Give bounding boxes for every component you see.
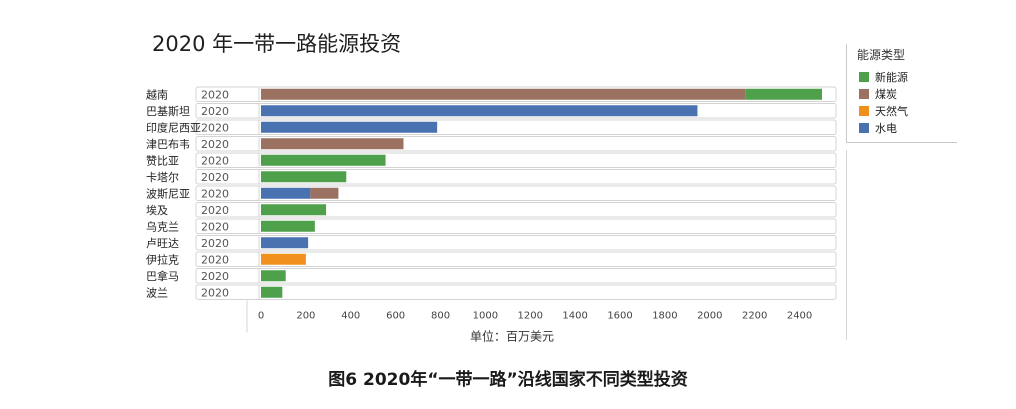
legend-item: 煤炭: [859, 87, 897, 101]
row-frame: [195, 119, 837, 135]
legend-swatch: [859, 72, 869, 82]
x-tick-label: 2400: [787, 311, 812, 322]
legend-label: 新能源: [875, 71, 908, 84]
year-label: 2020: [201, 88, 229, 101]
chart-title: 2020 年一带一路能源投资: [152, 32, 402, 56]
x-tick-label: 1400: [562, 311, 587, 322]
row-frame: [195, 284, 837, 300]
category-label: 卡塔尔: [146, 171, 179, 184]
x-tick-label: 1800: [652, 311, 677, 322]
figure-caption: 图6 2020年“一带一路”沿线国家不同类型投资: [328, 370, 688, 390]
category-label: 卢旺达: [146, 237, 179, 250]
category-label: 巴拿马: [146, 269, 179, 283]
category-label: 越南: [146, 87, 168, 101]
legend-swatch: [859, 89, 869, 99]
legend-swatch: [859, 123, 869, 133]
x-tick-label: 0: [258, 311, 264, 322]
category-label: 埃及: [146, 203, 168, 217]
category-label: 乌克兰: [146, 219, 179, 233]
legend-label: 水电: [875, 122, 897, 135]
year-label: 2020: [201, 220, 229, 233]
legend-label: 煤炭: [875, 88, 897, 101]
x-tick-label: 1200: [518, 311, 543, 322]
year-label: 2020: [201, 105, 229, 118]
bar-segment: [261, 286, 283, 298]
x-tick-label: 400: [341, 311, 360, 322]
category-label: 巴基斯坦: [146, 104, 190, 118]
category-label: 赞比亚: [146, 154, 179, 167]
x-tick-label: 1000: [473, 311, 498, 322]
x-tick-label: 1600: [607, 311, 632, 322]
legend-swatch: [859, 106, 869, 116]
legend-item: 天然气: [859, 104, 908, 118]
bar-segment: [261, 138, 404, 150]
bar-segment: [261, 121, 438, 133]
year-label: 2020: [201, 187, 229, 200]
row-frame: [195, 268, 837, 284]
bar-segment: [261, 237, 309, 249]
category-label: 波兰: [146, 286, 168, 299]
bar-segment: [745, 88, 822, 100]
year-label: 2020: [201, 121, 229, 134]
x-axis-label: 单位：百万美元: [470, 329, 554, 344]
bar-segment: [261, 204, 327, 216]
year-label: 2020: [201, 171, 229, 184]
row-frame: [195, 152, 837, 168]
category-label: 伊拉克: [146, 252, 179, 266]
bar-segment: [261, 187, 311, 199]
category-label: 印度尼西亚: [146, 120, 201, 134]
row-frame: [195, 185, 837, 201]
legend-item: 新能源: [859, 70, 908, 84]
year-label: 2020: [201, 286, 229, 299]
bar-segment: [261, 154, 386, 166]
legend-item: 水电: [859, 121, 897, 135]
row-frame: [195, 251, 837, 267]
row-frame: [195, 218, 837, 234]
category-label: 波斯尼亚: [146, 187, 190, 200]
bar-segment: [261, 171, 347, 183]
legend-label: 天然气: [875, 105, 908, 118]
frame-divider: [846, 150, 847, 340]
category-label: 津巴布韦: [146, 138, 190, 151]
year-label: 2020: [201, 270, 229, 283]
legend: 能源类型 新能源煤炭天然气水电: [846, 44, 957, 143]
x-tick-label: 200: [296, 311, 315, 322]
row-frame: [195, 103, 837, 119]
bar-segment: [261, 253, 306, 265]
bar-segment: [261, 88, 746, 100]
bar-segment: [261, 105, 698, 117]
year-label: 2020: [201, 154, 229, 167]
year-label: 2020: [201, 253, 229, 266]
x-tick-label: 800: [431, 311, 450, 322]
x-tick-label: 2200: [742, 311, 767, 322]
row-frame: [195, 136, 837, 152]
legend-title: 能源类型: [857, 48, 906, 62]
x-tick-label: 2000: [697, 311, 722, 322]
year-label: 2020: [201, 138, 229, 151]
row-frame: [195, 235, 837, 251]
bar-segment: [261, 220, 315, 232]
row-frame: [195, 86, 837, 102]
year-label: 2020: [201, 237, 229, 250]
bar-segment: [310, 187, 339, 199]
row-frame: [195, 169, 837, 185]
row-frame: [195, 202, 837, 218]
bar-segment: [261, 270, 286, 282]
year-label: 2020: [201, 204, 229, 217]
x-tick-label: 600: [386, 311, 405, 322]
